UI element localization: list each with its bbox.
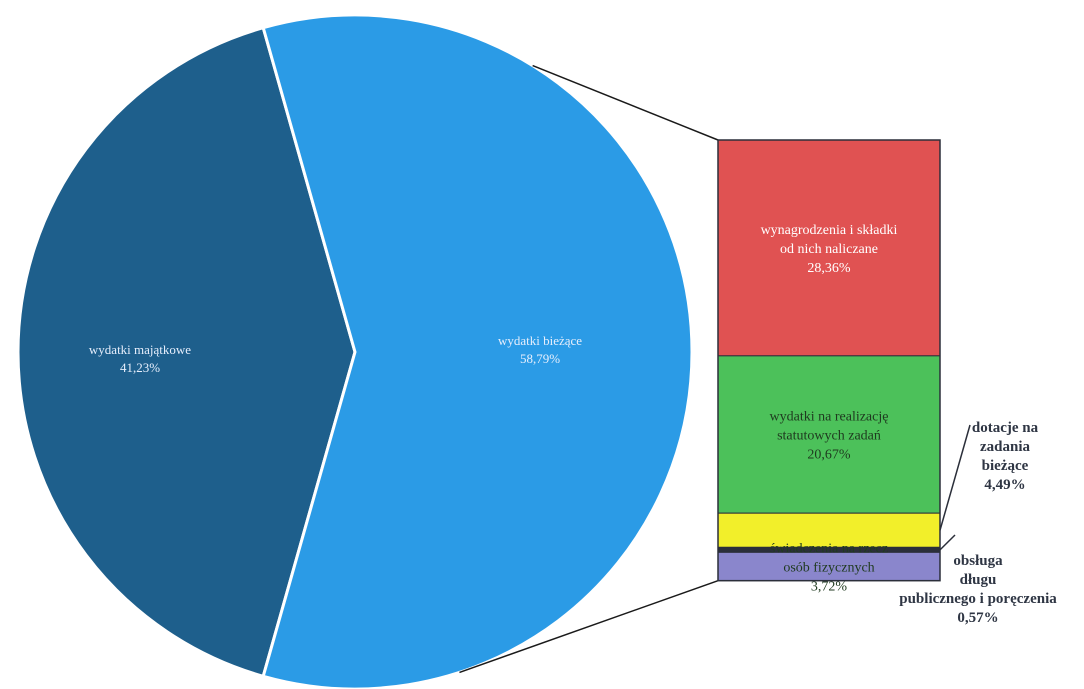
- callout-label: publicznego i poręczenia: [899, 591, 1057, 607]
- breakdown-segment-label: 28,36%: [807, 261, 851, 276]
- breakdown-segment-label: świadczenia na rzecz: [770, 542, 888, 557]
- breakdown-segment-label: 20,67%: [807, 448, 851, 463]
- callout-label: obsługa: [953, 553, 1003, 569]
- callout-leader-line: [939, 424, 971, 531]
- callout-label: 0,57%: [957, 610, 998, 626]
- pie-slices: [16, 13, 694, 689]
- breakdown-segment-label: statutowych zadań: [777, 429, 881, 444]
- callout-label: 4,49%: [984, 477, 1025, 493]
- callout-label: dotacje na: [972, 420, 1039, 436]
- pie-slice-wydatki-majatkowe: [16, 25, 357, 679]
- breakdown-segment: [717, 139, 941, 357]
- callout-leader-line: [939, 534, 956, 551]
- pie-slice-label: 58,79%: [520, 351, 560, 366]
- pie-labels: wydatki majątkowe 41,23% wydatki bieżące 58…: [89, 333, 582, 375]
- callout-labels: dotacje na zadania bieżące 4,49% obsługa dług…: [899, 420, 1057, 626]
- pie-slice-wydatki-biezace: [261, 13, 694, 689]
- breakdown-segment: [717, 512, 941, 548]
- connector-lines: [459, 64, 719, 674]
- breakdown-segment-label: wynagrodzenia i składki: [761, 223, 898, 238]
- callout-label: bieżące: [982, 458, 1029, 474]
- connector-line: [459, 579, 719, 674]
- breakdown-frame: [717, 139, 941, 582]
- breakdown-segment: [717, 551, 941, 582]
- breakdown-labels: wynagrodzenia i składki od nich naliczane…: [761, 223, 898, 595]
- connector-line: [532, 64, 719, 141]
- pie-slice-label: wydatki majątkowe: [89, 342, 191, 357]
- pie-slice-label: wydatki bieżące: [498, 333, 582, 348]
- breakdown-segment-label: wydatki na realizację: [770, 410, 889, 425]
- callout-label: długu: [960, 572, 997, 588]
- breakdown-segment-label: 3,72%: [811, 580, 848, 595]
- callout-label: zadania: [980, 439, 1031, 455]
- breakdown-segment-label: osób fizycznych: [783, 561, 874, 576]
- breakdown-segment-label: od nich naliczane: [780, 242, 878, 257]
- breakdown-bar: [717, 139, 941, 582]
- pie-slice-label: 41,23%: [120, 360, 160, 375]
